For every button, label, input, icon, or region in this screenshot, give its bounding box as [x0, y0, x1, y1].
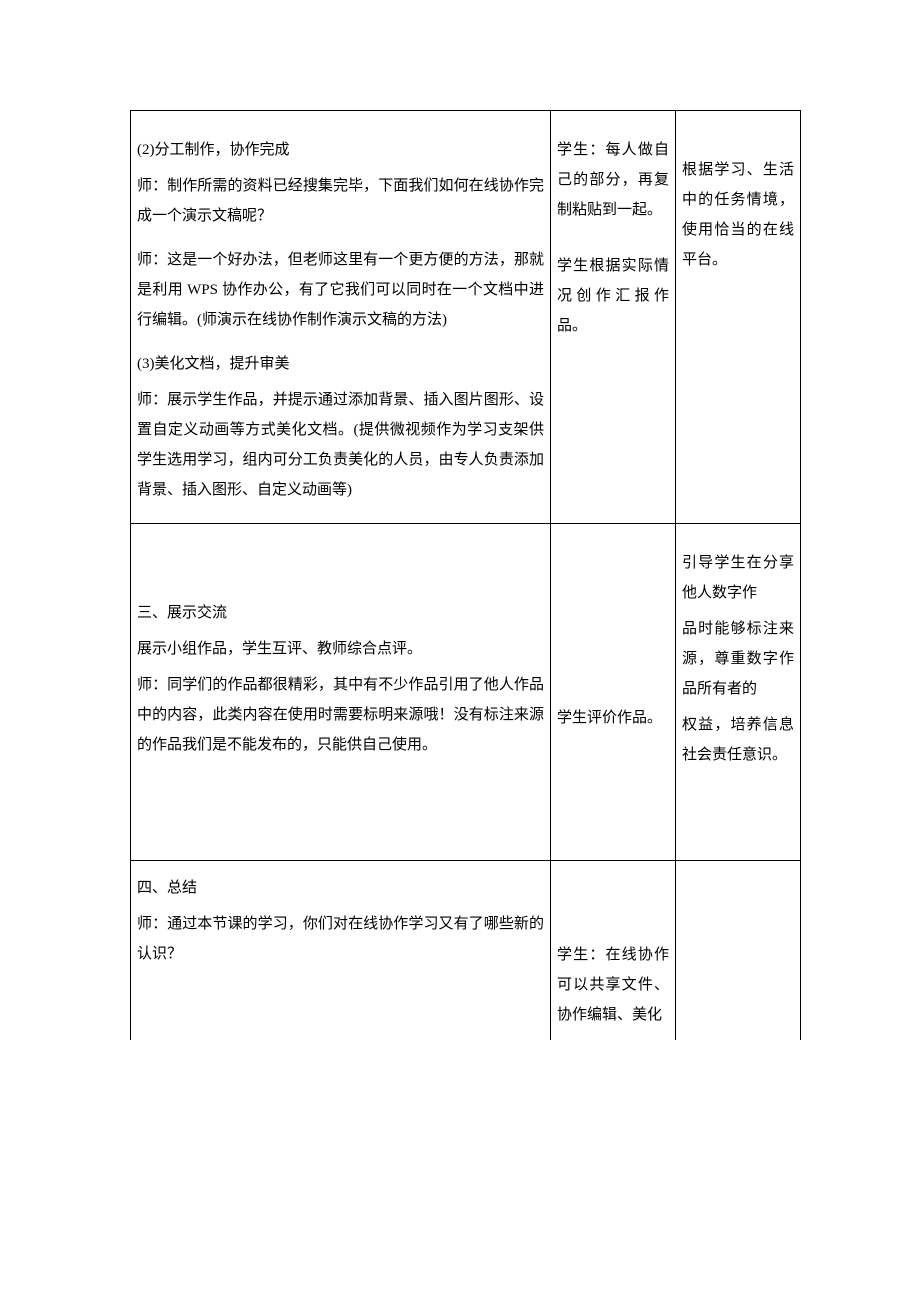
- table-row: 四、总结 师：通过本节课的学习，你们对在线协作学习又有了哪些新的认识？ 学生：在…: [131, 861, 801, 1041]
- teacher-cell: 三、展示交流 展示小组作品，学生互评、教师综合点评。 师：同学们的作品都很精彩，…: [131, 524, 551, 861]
- teacher-line: 师：这是一个好办法，但老师这里有一个更方便的方法，那就是利用 WPS 协作办公，…: [137, 245, 544, 335]
- intent-line: 品时能够标注来源，尊重数字作品所有者的: [682, 614, 794, 704]
- section-heading: 三、展示交流: [137, 598, 544, 628]
- intent-cell: [676, 861, 801, 1041]
- table-row: (2)分工制作，协作完成 师：制作所需的资料已经搜集完毕，下面我们如何在线协作完…: [131, 111, 801, 524]
- teacher-cell: 四、总结 师：通过本节课的学习，你们对在线协作学习又有了哪些新的认识？: [131, 861, 551, 1041]
- teacher-line: 师：同学们的作品都很精彩，其中有不少作品引用了他人作品中的内容，此类内容在使用时…: [137, 670, 544, 760]
- student-line: 学生：每人做自己的部分，再复制粘贴到一起。: [557, 135, 669, 225]
- student-line: 学生评价作品。: [557, 703, 669, 733]
- intent-line: 权益，培养信息社会责任意识。: [682, 710, 794, 770]
- intent-line: 引导学生在分享他人数字作: [682, 548, 794, 608]
- teacher-line: 师：制作所需的资料已经搜集完毕，下面我们如何在线协作完成一个演示文稿呢？: [137, 171, 544, 231]
- student-cell: 学生：每人做自己的部分，再复制粘贴到一起。 学生根据实际情况创作汇报作品。: [551, 111, 676, 524]
- section-heading: 四、总结: [137, 873, 544, 903]
- student-cell: 学生：在线协作可以共享文件、协作编辑、美化: [551, 861, 676, 1041]
- teacher-line: 展示小组作品，学生互评、教师综合点评。: [137, 634, 544, 664]
- student-line: 学生：在线协作可以共享文件、协作编辑、美化: [557, 940, 669, 1030]
- student-line: 学生根据实际情况创作汇报作品。: [557, 251, 669, 341]
- intent-cell: 引导学生在分享他人数字作 品时能够标注来源，尊重数字作品所有者的 权益，培养信息…: [676, 524, 801, 861]
- intent-cell: 根据学习、生活中的任务情境，使用恰当的在线平台。: [676, 111, 801, 524]
- teacher-line: 师：展示学生作品，并提示通过添加背景、插入图片图形、设置自定义动画等方式美化文档…: [137, 385, 544, 505]
- student-cell: 学生评价作品。: [551, 524, 676, 861]
- section-heading: (3)美化文档，提升审美: [137, 349, 544, 379]
- section-heading: (2)分工制作，协作完成: [137, 135, 544, 165]
- teacher-cell: (2)分工制作，协作完成 师：制作所需的资料已经搜集完毕，下面我们如何在线协作完…: [131, 111, 551, 524]
- lesson-table: (2)分工制作，协作完成 师：制作所需的资料已经搜集完毕，下面我们如何在线协作完…: [130, 110, 801, 1040]
- table-row: 三、展示交流 展示小组作品，学生互评、教师综合点评。 师：同学们的作品都很精彩，…: [131, 524, 801, 861]
- teacher-line: 师：通过本节课的学习，你们对在线协作学习又有了哪些新的认识？: [137, 909, 544, 969]
- page: (2)分工制作，协作完成 师：制作所需的资料已经搜集完毕，下面我们如何在线协作完…: [0, 0, 920, 1301]
- intent-line: 根据学习、生活中的任务情境，使用恰当的在线平台。: [682, 155, 794, 275]
